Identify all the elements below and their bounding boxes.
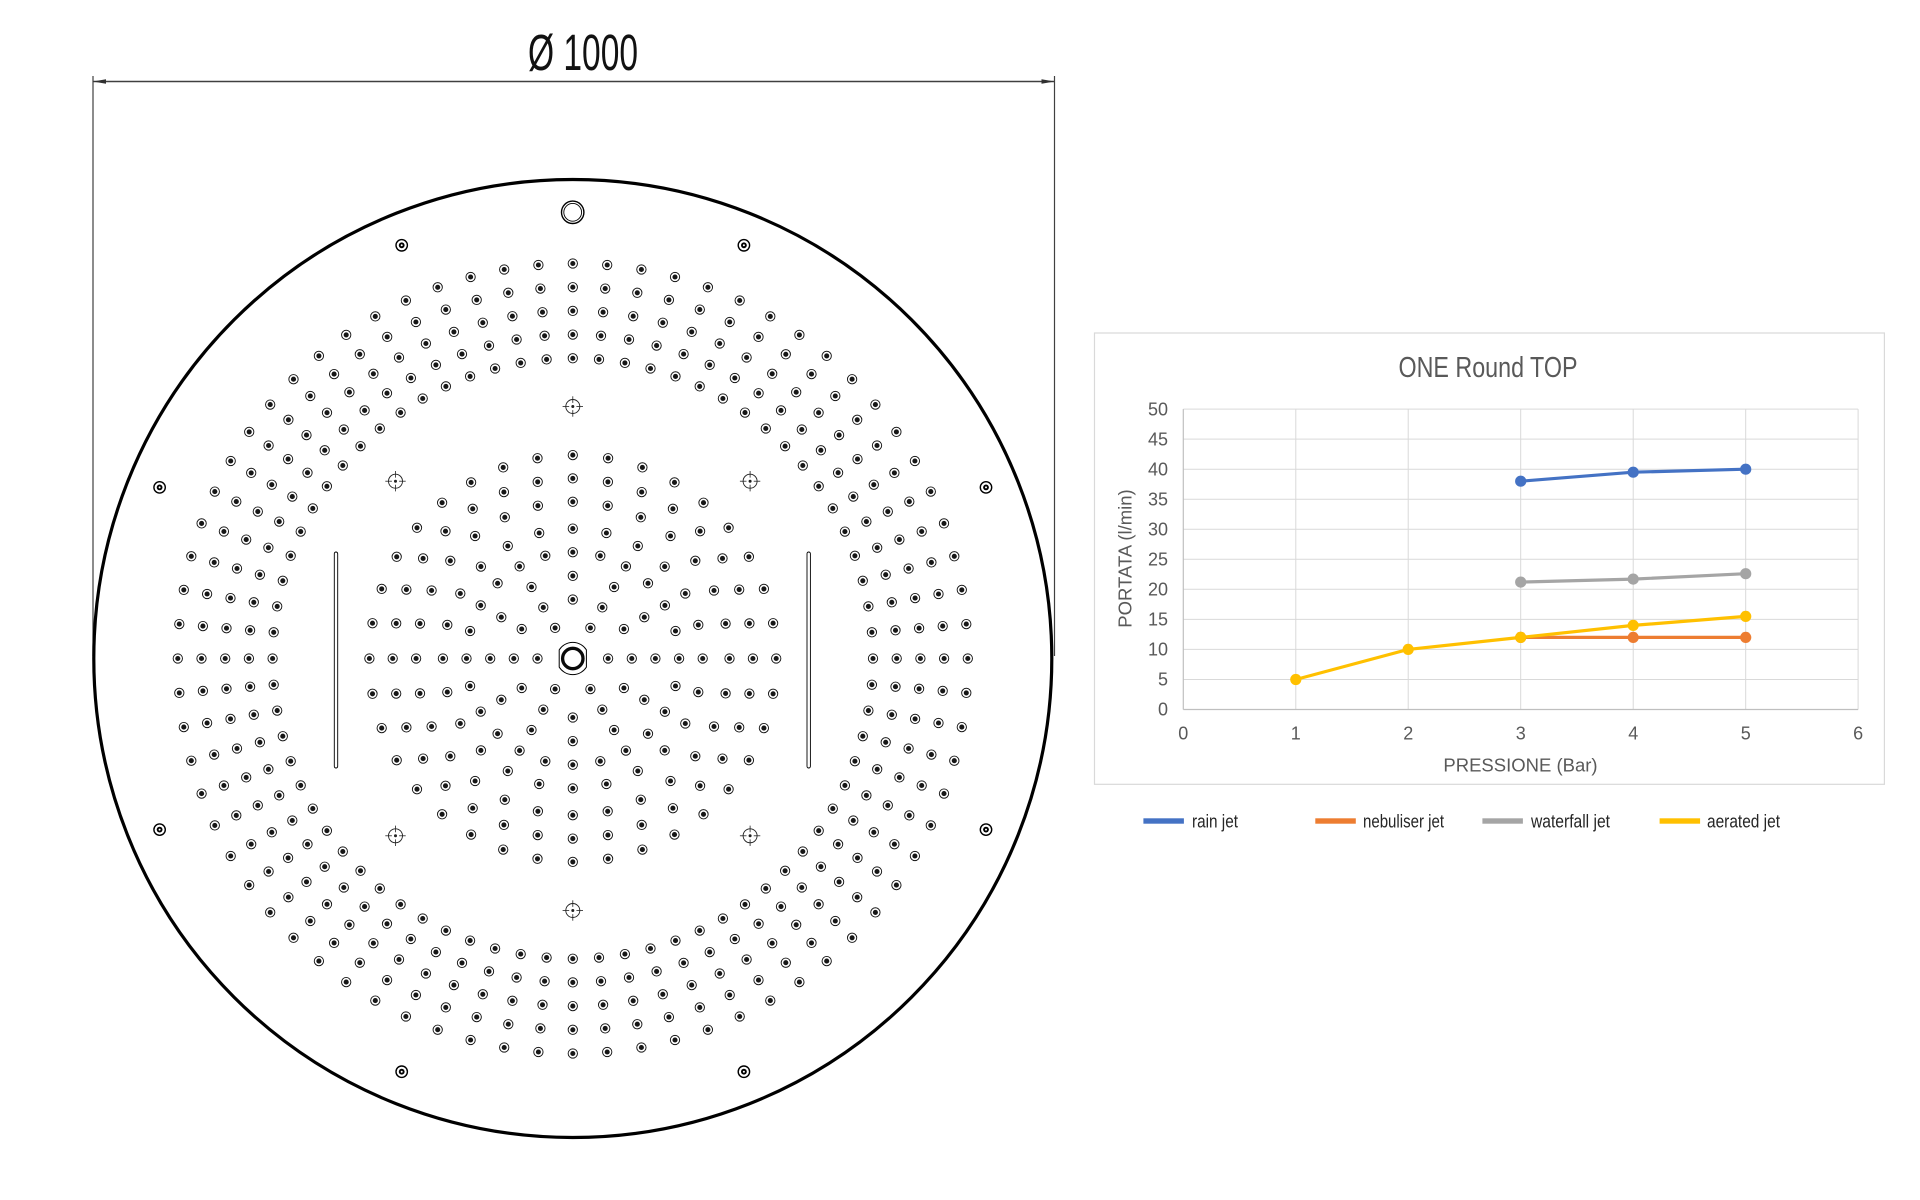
svg-text:6: 6 (1853, 724, 1863, 744)
svg-text:50: 50 (1148, 399, 1168, 419)
svg-text:4: 4 (1628, 724, 1638, 744)
svg-text:40: 40 (1148, 459, 1168, 479)
svg-text:0: 0 (1158, 700, 1168, 720)
svg-text:waterfall jet: waterfall jet (1530, 811, 1610, 832)
svg-text:3: 3 (1516, 724, 1526, 744)
svg-text:0: 0 (1178, 724, 1188, 744)
svg-text:35: 35 (1148, 489, 1168, 509)
svg-text:aerated jet: aerated jet (1707, 811, 1780, 832)
svg-text:5: 5 (1158, 670, 1168, 690)
svg-text:15: 15 (1148, 610, 1168, 630)
svg-text:10: 10 (1148, 640, 1168, 660)
svg-text:45: 45 (1148, 429, 1168, 449)
svg-text:PORTATA (l/min): PORTATA (l/min) (1115, 489, 1136, 627)
svg-text:PRESSIONE (Bar): PRESSIONE (Bar) (1443, 755, 1597, 776)
svg-text:rain jet: rain jet (1192, 811, 1238, 832)
svg-text:2: 2 (1403, 724, 1413, 744)
svg-text:ONE Round TOP: ONE Round TOP (1399, 352, 1578, 384)
svg-text:25: 25 (1148, 550, 1168, 570)
svg-text:Ø 1000: Ø 1000 (528, 24, 638, 81)
svg-text:30: 30 (1148, 520, 1168, 540)
svg-text:20: 20 (1148, 580, 1168, 600)
svg-text:5: 5 (1741, 724, 1751, 744)
svg-text:nebuliser jet: nebuliser jet (1363, 811, 1444, 832)
svg-text:1: 1 (1291, 724, 1301, 744)
